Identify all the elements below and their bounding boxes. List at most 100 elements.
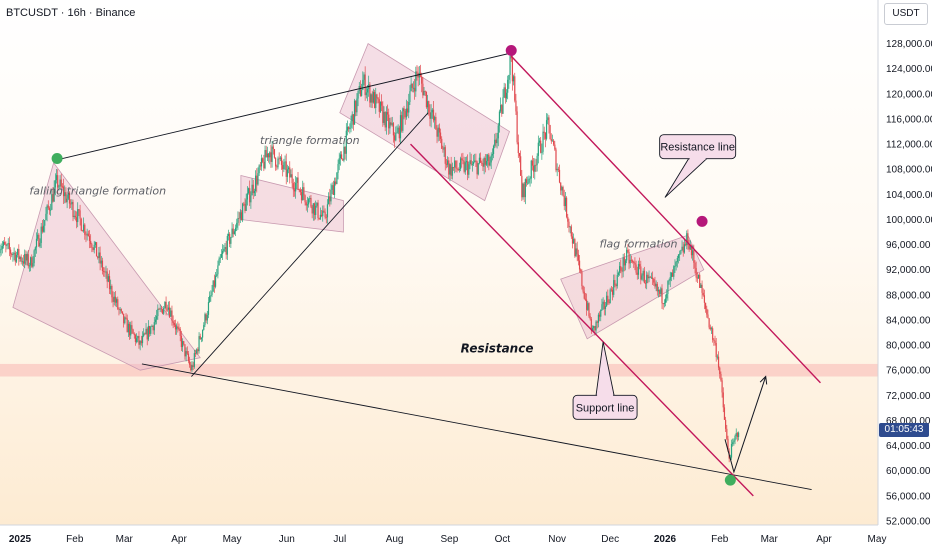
candle-body-501 [588,303,590,317]
candle-body-216 [252,184,254,194]
candle-body-122 [141,335,144,344]
candle-body-617 [725,419,727,429]
candle-body-329 [385,112,387,128]
price-tick-9: 88,000.00 [886,290,931,301]
price-tick-11: 96,000.00 [886,240,931,251]
candle-body-11 [11,253,13,256]
candle-body-93 [107,276,109,282]
trendline-lower-wedge [141,363,812,491]
candle-body-158 [184,344,186,357]
candle-body-532 [624,260,627,266]
candle-body-115 [133,333,135,336]
candle-body-401 [470,160,472,165]
candle-body-281 [329,196,331,202]
candle-body-36 [40,226,42,243]
candle-body-376 [441,138,443,149]
candle-body-104 [120,309,122,312]
candle-body-334 [391,123,393,125]
price-tick-1: 56,000.00 [886,491,931,502]
candle-body-146 [170,310,172,317]
candle-body-522 [613,280,615,295]
candle-body-222 [259,165,261,167]
label-falling_triangle: falling triangle formation [29,184,166,197]
candle-body-405 [475,160,477,162]
candle-body-371 [435,116,437,130]
candle-body-476 [558,169,561,183]
candle-body-582 [683,244,685,253]
label-triangle: triangle formation [260,134,360,147]
candle-body-327 [383,111,385,123]
candle-body-43 [48,207,51,211]
currency-button[interactable]: USDT [884,3,928,25]
candle-body-524 [615,285,617,287]
candle-body-583 [684,244,687,246]
candle-body-47 [53,187,55,202]
candle-body-546 [641,275,643,280]
candle-body-337 [395,132,397,141]
candle-body-83 [95,242,98,257]
candle-body-398 [467,161,469,175]
candle-body-622 [730,444,733,458]
candle-body-627 [736,432,739,437]
candle-body-427 [501,105,503,114]
candle-body-88 [101,260,104,272]
time-tick-7: Aug [386,534,404,545]
candle-body-190 [222,251,224,254]
candle-body-454 [533,165,535,172]
candle-body-208 [243,203,245,205]
candle-body-519 [609,289,611,304]
candle-body-200 [233,231,235,235]
candle-body-24 [26,254,28,261]
candle-body-542 [636,272,638,275]
symbol-header[interactable]: BTCUSDT · 16h · Binance [6,7,136,19]
candle-body-263 [308,199,310,205]
candle-body-189 [220,253,223,258]
candle-body-210 [245,199,247,211]
candle-body-437 [512,76,515,82]
candle-body-252 [295,182,297,192]
candle-body-611 [717,356,720,368]
candle-body-484 [568,221,570,228]
candle-body-417 [489,162,491,166]
candle-body-375 [439,132,442,139]
candle-body-493 [578,260,581,270]
callout-pointer-resistance_callout [664,158,708,198]
candle-body-550 [646,274,648,284]
candle-body-120 [139,340,141,345]
candle-body-280 [328,196,330,205]
candle-body-492 [577,254,579,261]
candle-body-318 [372,91,375,103]
candle-body-468 [549,125,551,140]
candle-body-257 [300,192,303,201]
candle-body-563 [661,288,663,304]
candle-body-119 [138,336,140,345]
candle-body-184 [214,275,217,287]
candle-body-205 [239,212,241,219]
candle-body-91 [105,271,107,273]
candle-body-615 [722,392,724,408]
candle-body-580 [681,246,683,251]
candle-body-341 [399,115,402,139]
candle-body-503 [590,319,592,331]
candle-body-71 [81,230,84,232]
candle-body-355 [416,71,418,73]
candle-body-276 [323,210,325,212]
candle-body-541 [635,264,637,273]
candle-body-87 [100,260,102,264]
candle-body-301 [352,114,354,125]
candle-body-147 [171,310,173,321]
trendline-upper-wedge [57,52,512,161]
candle-body-234 [273,148,276,158]
candle-body-526 [617,272,620,275]
candle-body-403 [472,162,475,165]
candle-body-410 [481,162,483,164]
candle-body-297 [348,126,350,130]
candle-body-22 [24,253,26,264]
candle-body-502 [589,316,591,320]
candle-body-86 [99,252,101,264]
candle-body-82 [94,242,96,245]
candle-body-588 [690,245,693,256]
candle-body-444 [521,175,523,198]
projection-arrowhead [759,375,768,385]
